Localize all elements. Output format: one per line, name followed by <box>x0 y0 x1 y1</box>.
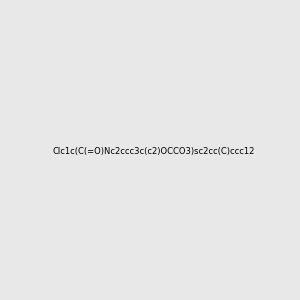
Text: Clc1c(C(=O)Nc2ccc3c(c2)OCCO3)sc2cc(C)ccc12: Clc1c(C(=O)Nc2ccc3c(c2)OCCO3)sc2cc(C)ccc… <box>52 147 255 156</box>
